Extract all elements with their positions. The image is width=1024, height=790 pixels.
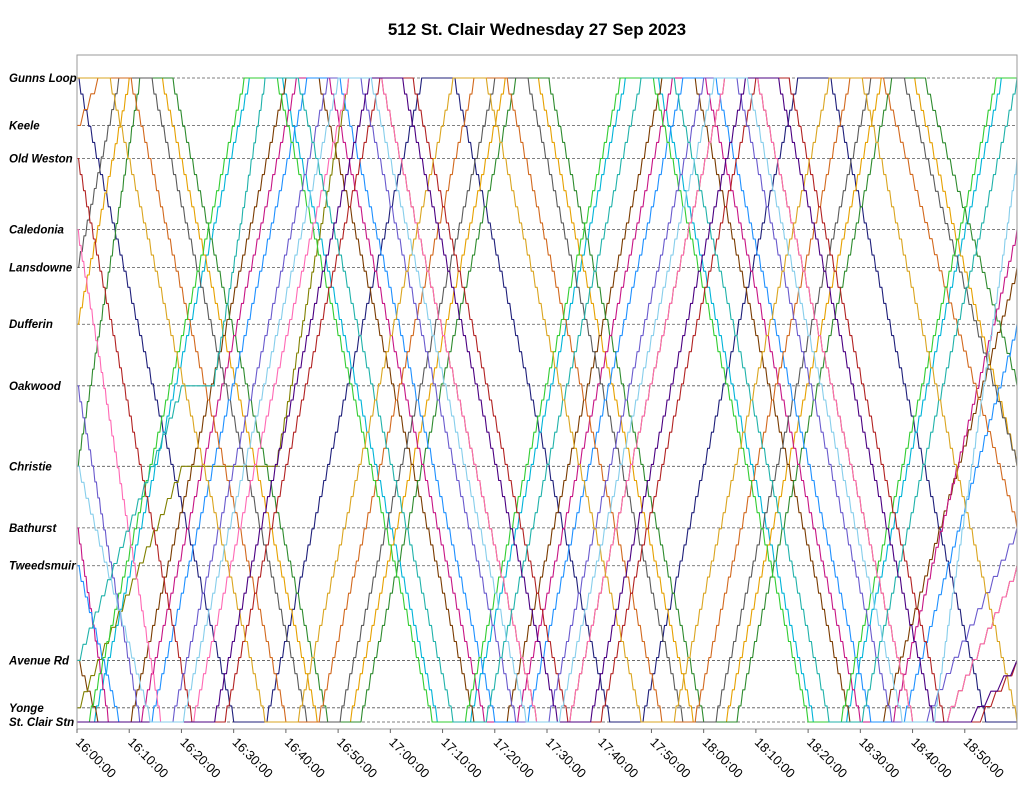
x-tick-label: 18:10:00 (752, 735, 798, 781)
x-tick-label: 17:10:00 (438, 735, 484, 781)
x-tick-label: 18:50:00 (961, 735, 1007, 781)
stop-label: Dufferin (9, 319, 53, 331)
x-tick-label: 16:00:00 (73, 735, 119, 781)
vehicle-trip-line (77, 77, 1018, 723)
x-tick-label: 17:30:00 (543, 735, 589, 781)
x-tick-label: 18:40:00 (908, 735, 954, 781)
stop-label: Keele (9, 120, 40, 132)
vehicle-trip-line (77, 77, 1017, 723)
stop-label: Yonge (9, 703, 44, 715)
stop-label: Bathurst (9, 523, 57, 535)
stop-labels: Gunns Loop Keele Old Weston Caledonia Lansdo… (8, 73, 77, 729)
x-tick-label: 17:40:00 (595, 735, 641, 781)
vehicle-trip-line (77, 77, 1018, 723)
stop-label: Old Weston (9, 154, 73, 166)
trip-lines (77, 77, 1018, 723)
stop-label: Lansdowne (9, 262, 73, 274)
vehicle-trip-line (77, 77, 1018, 723)
stop-label: Tweedsmuir (9, 561, 76, 573)
vehicle-trip-line (77, 77, 1018, 723)
stop-label: Christie (9, 461, 52, 473)
vehicle-trip-line (77, 77, 1017, 723)
vehicle-trip-line (77, 77, 1018, 723)
vehicle-trip-line (77, 77, 1018, 723)
x-tick-label: 17:00:00 (386, 735, 432, 781)
x-tick-label: 18:00:00 (700, 735, 746, 781)
stop-label: Avenue Rd (8, 655, 70, 667)
x-tick-label: 18:30:00 (856, 735, 902, 781)
vehicle-trip-line (77, 77, 1018, 723)
vehicle-trip-line (77, 77, 1018, 723)
vehicle-trip-line (77, 77, 1018, 723)
x-tick-label: 17:50:00 (647, 735, 693, 781)
x-tick-label: 17:20:00 (491, 735, 537, 781)
vehicle-trip-line (77, 77, 1018, 723)
stop-label: St. Clair Stn (9, 717, 74, 729)
vehicle-trip-line (77, 77, 1018, 723)
vehicle-trip-line (92, 77, 1017, 723)
time-axis-ticks: 16:00:00 16:10:00 16:20:00 16:30:00 16:40:00… (73, 729, 1007, 781)
chart-title: 512 St. Clair Wednesday 27 Sep 2023 (388, 20, 686, 39)
x-tick-label: 16:40:00 (282, 735, 328, 781)
x-tick-label: 16:20:00 (177, 735, 223, 781)
x-tick-label: 16:30:00 (230, 735, 276, 781)
vehicle-trip-line (77, 77, 1018, 723)
x-tick-label: 16:10:00 (125, 735, 171, 781)
stop-label: Oakwood (9, 381, 62, 393)
stop-label: Caledonia (9, 225, 65, 237)
x-tick-label: 16:50:00 (334, 735, 380, 781)
vehicle-trip-line (77, 77, 1018, 723)
stop-label: Gunns Loop (9, 73, 77, 85)
x-tick-label: 18:20:00 (804, 735, 850, 781)
vehicle-trip-line (77, 77, 1018, 723)
